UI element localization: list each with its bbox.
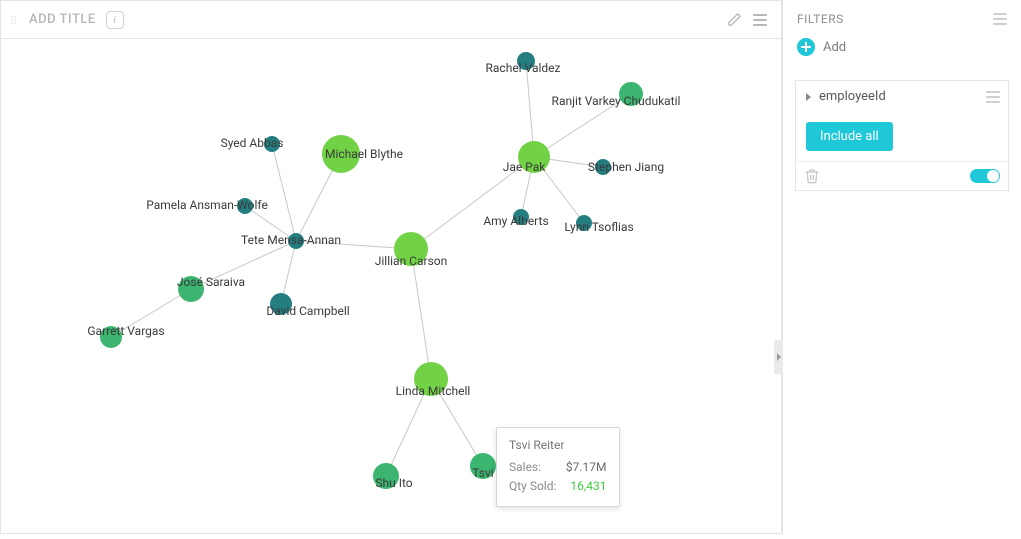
panel-header: ADD TITLE i — [1, 1, 781, 39]
filter-enable-toggle[interactable] — [970, 169, 1000, 183]
title-placeholder[interactable]: ADD TITLE — [29, 12, 96, 27]
graph-node[interactable] — [237, 198, 253, 214]
filters-menu-icon[interactable] — [993, 13, 1007, 25]
graph-node[interactable] — [414, 362, 448, 396]
graph-node[interactable] — [394, 232, 428, 266]
node-tooltip: Tsvi Reiter Sales:$7.17MQty Sold:16,431 — [496, 427, 620, 507]
graph-node[interactable] — [595, 159, 611, 175]
add-filter-button[interactable]: Add — [783, 38, 1021, 70]
add-filter-label: Add — [823, 40, 846, 55]
graph-node[interactable] — [270, 293, 292, 315]
chart-panel: ADD TITLE i Michael BlytheSyed AbbasPame… — [0, 0, 782, 534]
tooltip-title: Tsvi Reiter — [509, 438, 607, 452]
pencil-icon[interactable] — [723, 9, 745, 31]
graph-node[interactable] — [518, 141, 550, 173]
filters-heading: FILTERS — [783, 0, 1021, 38]
tooltip-row: Sales:$7.17M — [509, 458, 607, 477]
graph-node[interactable] — [288, 233, 304, 249]
graph-node[interactable] — [470, 453, 496, 479]
caret-right-icon — [806, 93, 811, 101]
graph-node[interactable] — [619, 82, 643, 106]
menu-icon[interactable] — [749, 9, 771, 31]
plus-icon — [797, 38, 815, 56]
filter-card: employeeId Include all — [795, 80, 1009, 191]
filters-panel: FILTERS Add employeeId Include all — [782, 0, 1021, 534]
graph-node[interactable] — [517, 52, 535, 70]
graph-node[interactable] — [322, 135, 360, 173]
graph-node[interactable] — [513, 209, 529, 225]
include-all-button[interactable]: Include all — [806, 122, 893, 151]
drag-handle-icon[interactable] — [11, 16, 23, 24]
trash-icon[interactable] — [804, 168, 820, 184]
tooltip-row: Qty Sold:16,431 — [509, 477, 607, 496]
filter-field-label: employeeId — [819, 89, 886, 104]
filter-card-header[interactable]: employeeId — [796, 81, 1008, 112]
graph-node[interactable] — [178, 276, 204, 302]
filters-heading-label: FILTERS — [797, 12, 844, 26]
filter-card-menu-icon[interactable] — [986, 91, 1000, 103]
graph-node[interactable] — [576, 215, 592, 231]
info-icon[interactable]: i — [106, 11, 124, 29]
graph-node[interactable] — [264, 136, 280, 152]
graph-node[interactable] — [100, 326, 122, 348]
graph-node[interactable] — [373, 463, 399, 489]
network-canvas[interactable]: Michael BlytheSyed AbbasPamela Ansman-Wo… — [1, 39, 781, 533]
collapse-panel-icon[interactable] — [774, 340, 783, 374]
filter-card-footer — [796, 161, 1008, 190]
